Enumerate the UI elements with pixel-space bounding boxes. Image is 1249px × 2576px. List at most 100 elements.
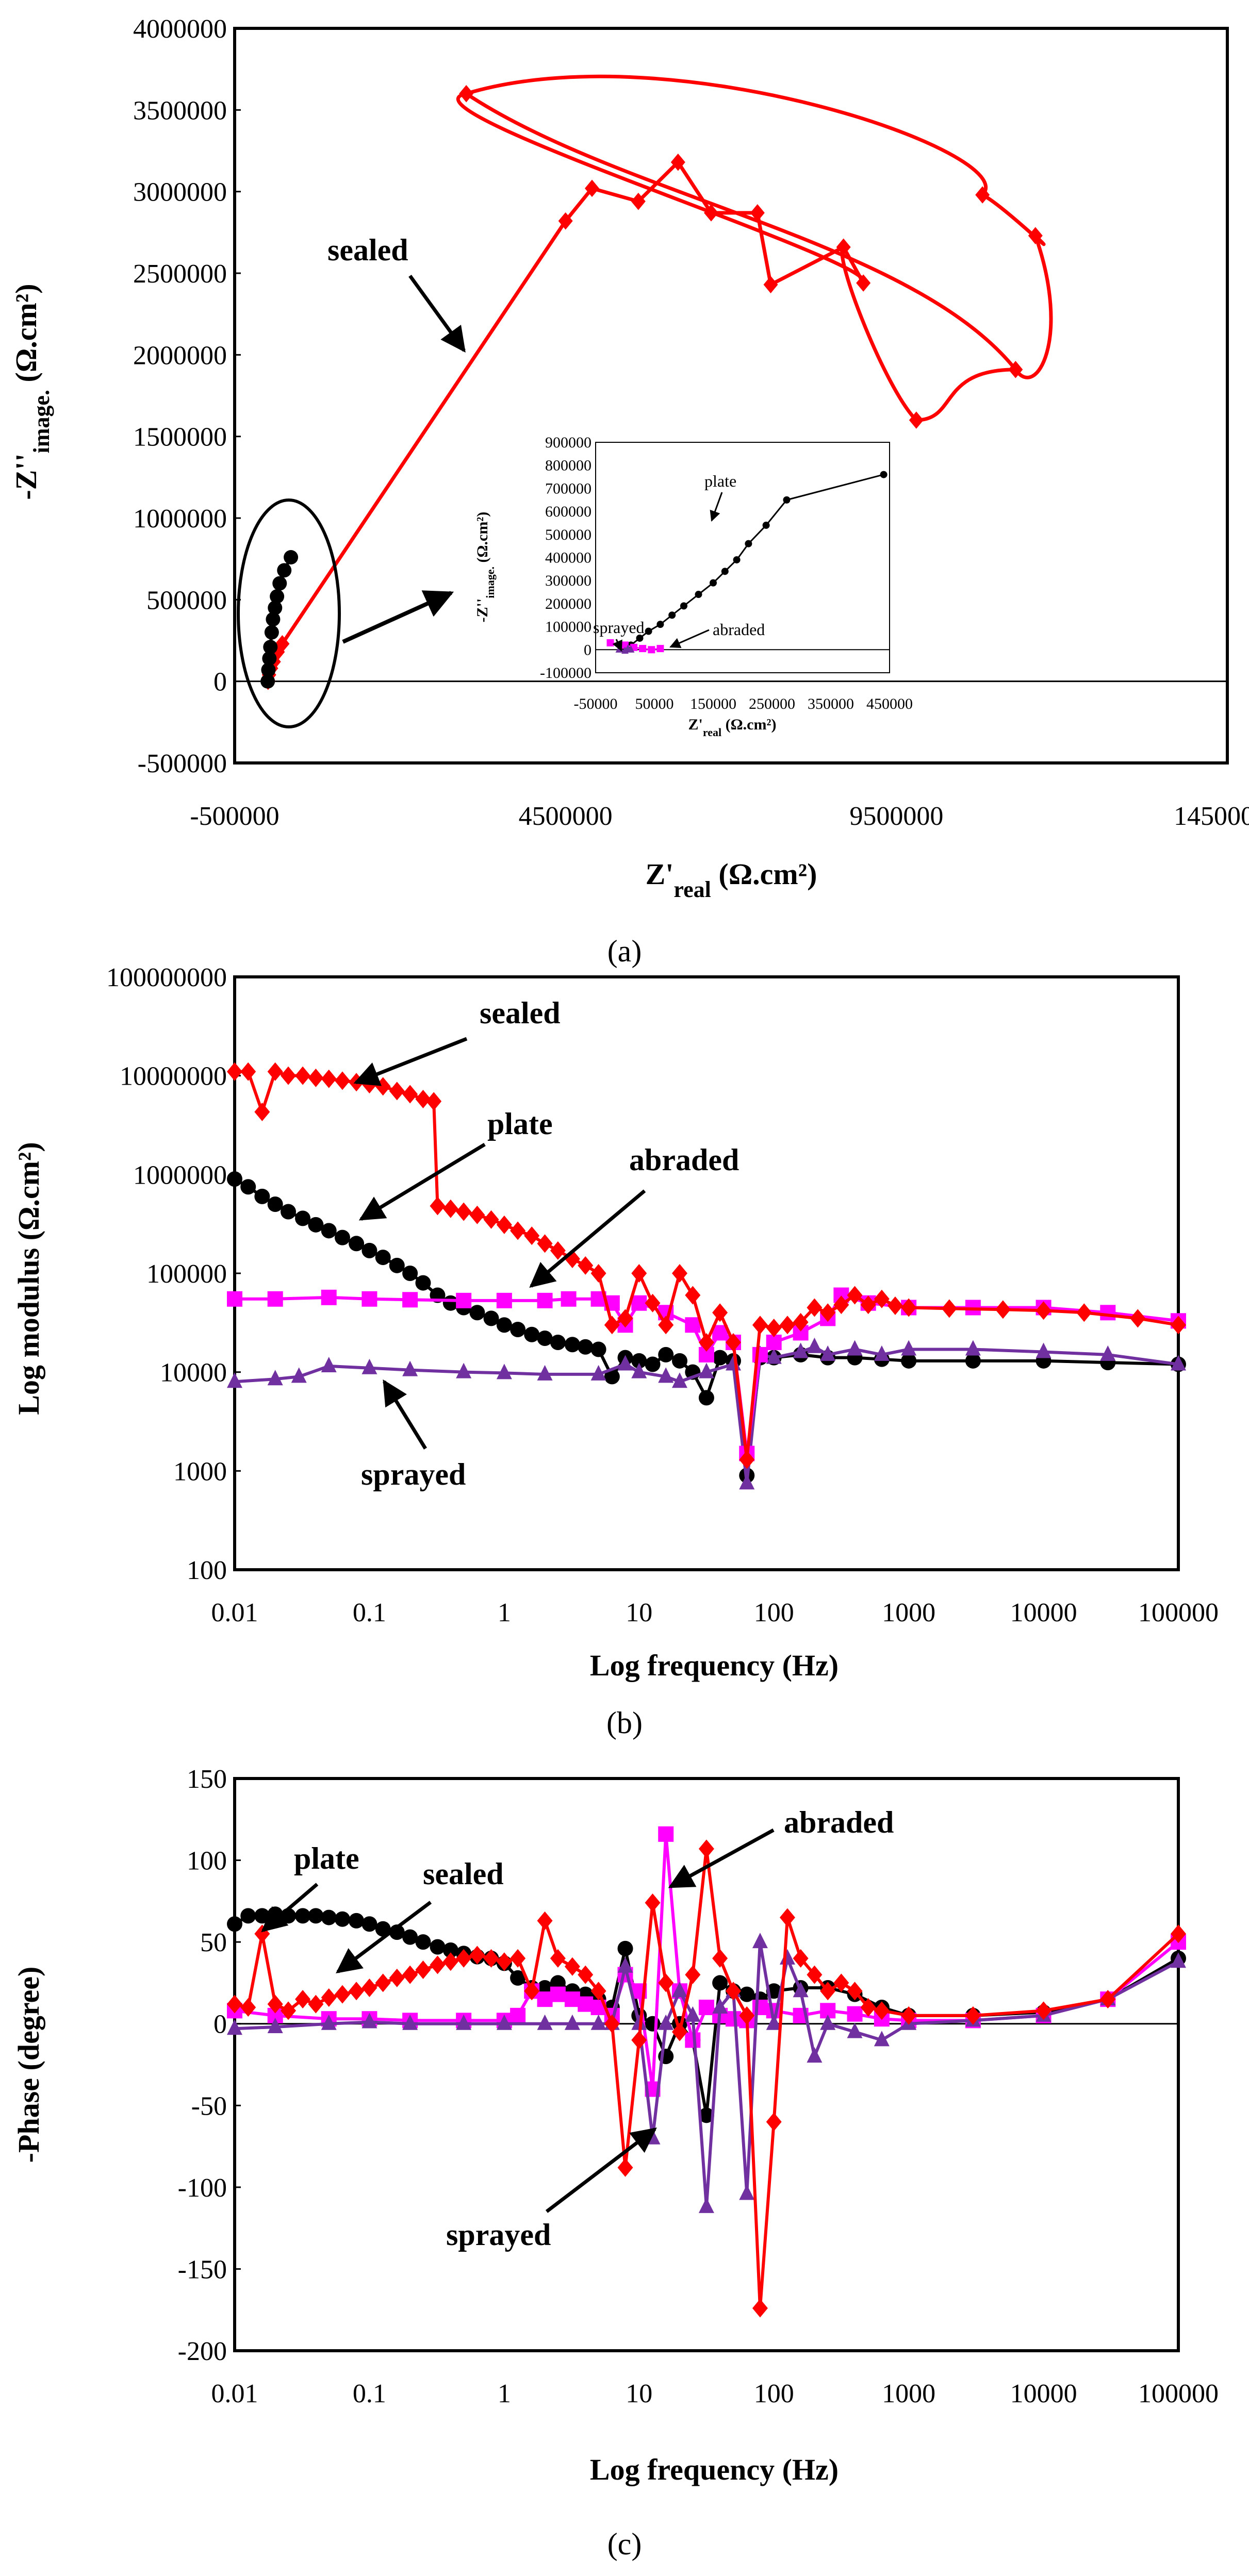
panel-b-point-sealed (766, 1318, 782, 1337)
panel-b-point-sealed (726, 1333, 742, 1352)
panel-c-x-tick-label: 0.1 (353, 2379, 386, 2408)
panel-b-point-sealed (537, 1234, 553, 1253)
panel-b-x-tick-label: 100 (754, 1598, 794, 1627)
panel-b-point-plate (712, 1350, 728, 1366)
panel-b-point-sealed (604, 1316, 620, 1335)
inset-y-tick-label: 700000 (545, 480, 591, 497)
panel-c-point-sealed (402, 1965, 418, 1984)
inset-annotation-plate: plate (704, 472, 736, 490)
panel-b-point-plate (658, 1347, 674, 1362)
panel-c-point-sealed (334, 1985, 350, 2004)
panel-a-point-plate (261, 662, 276, 677)
panel-b-point-sprayed (820, 1345, 836, 1361)
inset-point-plate (680, 602, 687, 610)
panel-b-point-sealed (267, 1062, 283, 1081)
panel-b-point-sprayed (671, 1372, 687, 1388)
panel-b-x-tick-label: 0.01 (211, 1598, 258, 1627)
panel-b-point-plate (321, 1223, 337, 1239)
panel-a-x-tick-label: -500000 (190, 802, 279, 831)
panel-a-x-tick-label: 4500000 (519, 802, 613, 831)
panel-c-point-sprayed (1171, 1952, 1186, 1968)
inset-y-tick-label: 200000 (545, 595, 591, 612)
panel-c-annotation-plate: plate (294, 1841, 359, 1875)
panel-b-y-tick-label: 1000 (173, 1457, 227, 1486)
panel-c-point-plate (321, 1909, 337, 1925)
inset-x-tick-label: 250000 (749, 695, 795, 712)
panel-c-point-sealed (965, 2006, 981, 2025)
panel-b-y-tick-label: 100000 (146, 1259, 227, 1289)
panel-c-point-sealed (469, 1946, 485, 1965)
panel-b-point-plate (578, 1339, 594, 1355)
panel-c-point-sprayed (564, 2014, 580, 2030)
panel-b-point-abraded (766, 1334, 782, 1350)
panel-a-annotation-sealed: sealed (327, 233, 408, 267)
panel-a-y-tick-label: 1000000 (133, 504, 227, 534)
panel-b-point-sealed (671, 1264, 687, 1283)
panel-a-point-plate (262, 651, 277, 666)
panel-c-point-sealed (671, 2022, 687, 2041)
panel-b-point-sprayed (456, 1362, 472, 1378)
panel-c-annotation-plate-arrow (261, 1883, 319, 1933)
inset-point-abraded (648, 646, 655, 654)
panel-a-series-plate (260, 550, 299, 689)
panel-c-point-sealed (430, 1955, 446, 1974)
inset-point-plate (880, 471, 888, 478)
inset-point-abraded (656, 645, 664, 653)
panel-c-point-plate (645, 2016, 661, 2032)
panel-c-point-plate (240, 1908, 256, 1924)
inset-y-axis-title: -Z''image. (Ω.cm²) (474, 512, 497, 623)
panel-a-point-sealed (909, 411, 924, 429)
panel-c-point-sprayed (402, 2014, 418, 2030)
panel-c-point-abraded (564, 1991, 580, 2007)
panel-b-point-abraded (321, 1289, 337, 1305)
panel-b-annotation-sprayed: sprayed (361, 1457, 466, 1491)
panel-c-point-sprayed (496, 2014, 512, 2030)
panel-b-point-sprayed (874, 1345, 890, 1361)
panel-b-point-abraded (1100, 1305, 1116, 1321)
panel-c-y-axis-title: -Phase (degree) (12, 1967, 45, 2163)
panel-b-point-abraded (227, 1291, 242, 1307)
panel-b-point-sealed (550, 1241, 566, 1260)
panel-a-y-tick-label: 2500000 (133, 259, 227, 289)
inset-x-tick-label: 350000 (808, 695, 854, 712)
panel-c-y-tick-label: 50 (200, 1928, 227, 1957)
panel-c-point-plate (308, 1908, 324, 1924)
panel-a-point-sealed (975, 186, 990, 204)
panel-b-annotation-sealed-arrow (353, 1037, 468, 1086)
panel-c-point-sprayed (739, 2184, 755, 2200)
panel-b-point-sealed (995, 1300, 1011, 1319)
panel-b-point-sealed (860, 1295, 876, 1315)
inset-point-plate (783, 496, 791, 504)
inset-point-plate (645, 627, 652, 635)
panel-b-x-tick-label: 100000 (1138, 1598, 1219, 1627)
panel-c-y-tick-label: 150 (187, 1765, 227, 1794)
panel-b-point-sealed (617, 1309, 633, 1328)
panel-a-point-sealed (763, 276, 778, 293)
panel-b-caption: (b) (606, 1706, 643, 1740)
inset-point-abraded (639, 645, 647, 653)
panel-b-point-plate (349, 1236, 365, 1252)
panel-c-point-abraded (658, 1826, 674, 1842)
panel-b-point-plate (537, 1331, 553, 1347)
panel-b-point-plate (631, 1353, 647, 1369)
panel-c-point-sprayed (658, 2014, 674, 2030)
panel-c-point-sealed (1036, 2001, 1051, 2020)
panel-c-point-sealed (685, 1965, 701, 1984)
panel-c-point-sprayed (361, 2013, 377, 2029)
inset-series-abraded (606, 639, 664, 654)
panel-a-y-tick-label: 0 (213, 668, 227, 697)
panel-c-point-sprayed (807, 2047, 823, 2063)
panel-b-x-tick-label: 1000 (882, 1598, 935, 1627)
panel-b-point-sealed (685, 1286, 701, 1305)
panel-c-annotation-sealed: sealed (423, 1857, 504, 1891)
panel-c-point-sealed (1100, 1990, 1116, 2009)
panel-c-point-sealed (349, 1982, 365, 2001)
panel-b-point-abraded (561, 1291, 577, 1307)
panel-a-point-sealed (459, 85, 474, 103)
panel-c-line-sprayed (234, 1940, 1179, 2208)
panel-b-point-sealed (874, 1289, 890, 1308)
panel-b-point-sealed (887, 1296, 903, 1315)
panel-c-point-plate (402, 1929, 418, 1945)
panel-b-point-sealed (793, 1312, 809, 1332)
